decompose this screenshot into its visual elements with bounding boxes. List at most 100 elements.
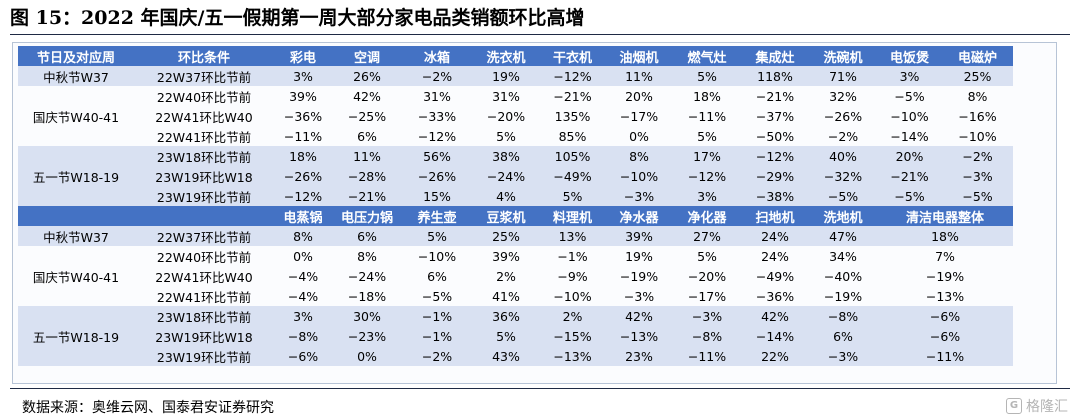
value-cell: −2% — [402, 66, 472, 86]
value-cell: −21% — [755, 88, 795, 104]
value-cell: 0% — [629, 128, 649, 144]
value-cell: 135% — [554, 108, 591, 124]
value-cell: −12% — [274, 186, 332, 206]
header-cell: 洗碗机 — [809, 46, 877, 66]
group-label: 国庆节W40-41 — [32, 109, 120, 125]
value-cell: 71% — [809, 66, 877, 86]
value-cell: −29% — [741, 166, 809, 186]
header-cell: 电蒸锅 — [274, 206, 332, 226]
watermark-logo-icon: G — [1006, 398, 1022, 414]
value-cell: 118% — [741, 66, 809, 86]
value-cell: 19% — [625, 248, 653, 264]
header-cell: 环比条件 — [134, 46, 274, 66]
value-cell: −5% — [877, 186, 942, 206]
header-cell: 电磁炉 — [942, 46, 1013, 66]
value-cell: −6% — [274, 346, 332, 366]
source-note: 数据来源：奥维云网、国泰君安证券研究 — [22, 400, 274, 416]
value-cell: 11% — [332, 146, 402, 166]
table-row: 国庆节W40-41 22W40环比节前 0% 8% −10% 39% −1% 19% 5% 24%… — [18, 246, 1013, 285]
value-cell: 4% — [472, 186, 540, 206]
header-cell: 燃气灶 — [673, 46, 741, 66]
value-cell: −1% — [402, 306, 472, 326]
value-cell: −16% — [958, 108, 997, 124]
header-cell: 油烟机 — [605, 46, 673, 66]
value-cell: 5% — [472, 326, 540, 346]
value-cell: 85% — [558, 128, 587, 144]
table-row: 国庆节W40-41 22W40环比节前 39% 42% 31% 31% −21% 20% 18%… — [18, 86, 1013, 125]
value-cell: −21% — [877, 166, 942, 186]
value-cell: −3% — [623, 288, 655, 304]
value-cell: 31% — [423, 88, 451, 104]
value-cell: −23% — [332, 326, 402, 346]
value-cell: 25% — [942, 66, 1013, 86]
value-cell: 39% — [492, 248, 520, 264]
table-row: 中秋节W37 22W37环比节前 3% 26% −2% 19% −12% 11% 5% 118% 7… — [18, 66, 1013, 86]
header-cell: 净化器 — [673, 206, 741, 226]
condition-cell: 23W19环比节前 — [134, 186, 274, 206]
value-cell: −5% — [942, 186, 1013, 206]
value-cell: −14% — [741, 326, 809, 346]
table-row: 23W19环比W18 −26% −28% −26% −24% −49% −10% −12% −2… — [18, 166, 1013, 186]
value-cell: −19% — [925, 268, 965, 284]
value-cell: 3% — [877, 66, 942, 86]
condition-cell: 23W18环比节前 — [134, 146, 274, 166]
value-cell: −28% — [332, 166, 402, 186]
header-cell-empty — [18, 206, 134, 226]
header-cell: 彩电 — [274, 46, 332, 66]
condition-cell: 22W41环比节前 — [156, 129, 252, 145]
value-cell: −11% — [877, 346, 1013, 366]
header-cell: 电饭煲 — [877, 46, 942, 66]
condition-cell: 23W19环比节前 — [134, 346, 274, 366]
value-cell: 5% — [540, 186, 605, 206]
condition-cell: 22W41环比W40 — [155, 269, 253, 285]
header-cell: 豆浆机 — [472, 206, 540, 226]
table-row: 22W41环比W40 −36% −25% −33% −20% 135% −17% −11% −3… — [18, 106, 1013, 126]
value-cell: 0% — [332, 346, 402, 366]
value-cell: 6% — [427, 268, 447, 284]
condition-cell: 23W19环比W18 — [134, 166, 274, 186]
condition-cell: 22W40环比节前 — [156, 249, 252, 265]
value-cell: −12% — [741, 146, 809, 166]
value-cell: −18% — [347, 288, 387, 304]
table-row: 23W19环比节前 −12% −21% 15% 4% 5% −3% 3% −38% −5% −5% −… — [18, 186, 1013, 206]
title-rule — [10, 34, 1070, 35]
value-cell: 0% — [293, 248, 313, 264]
value-cell: 5% — [496, 128, 516, 144]
table-row: 五一节W18-19 23W18环比节前 3% 30% −1% 36% 2% 42% −3% 42%… — [18, 306, 1013, 366]
value-cell: −9% — [557, 268, 588, 284]
value-cell: −8% — [673, 326, 741, 346]
value-cell: 3% — [274, 306, 332, 326]
table-row: 22W41环比W40 −4% −24% 6% 2% −9% −19% −20% −49% −40%… — [18, 266, 1013, 286]
value-cell: 42% — [605, 306, 673, 326]
value-cell: 6% — [332, 226, 402, 246]
header-cell-empty — [134, 206, 274, 226]
header-cell: 洗地机 — [809, 206, 877, 226]
group-label: 国庆节W40-41 — [32, 269, 120, 285]
value-cell: −26% — [402, 166, 472, 186]
value-cell: 20% — [877, 146, 942, 166]
condition-cell: 23W19环比W18 — [134, 326, 274, 346]
header-cell: 养生壶 — [402, 206, 472, 226]
value-cell: −2% — [402, 346, 472, 366]
value-cell: −2% — [827, 128, 859, 144]
table-row: 中秋节W37 22W37环比节前 8% 6% 5% 25% 13% 39% 27% 24% 47% 1… — [18, 226, 1013, 246]
value-cell: 36% — [472, 306, 540, 326]
value-cell: −36% — [755, 288, 795, 304]
value-cell: 18% — [877, 226, 1013, 246]
value-cell: −12% — [417, 128, 457, 144]
value-cell: 3% — [274, 66, 332, 86]
value-cell: 23% — [605, 346, 673, 366]
value-cell: 39% — [289, 88, 317, 104]
header-cell: 干衣机 — [540, 46, 605, 66]
watermark-text: 格隆汇 — [1026, 399, 1068, 415]
value-cell: 30% — [332, 306, 402, 326]
sales-table: 节日及对应周 环比条件 彩电 空调 冰箱 洗衣机 干衣机 油烟机 燃气灶 集成灶 洗碗机 电饭煲 电磁炉… — [18, 46, 1013, 366]
value-cell: −11% — [673, 346, 741, 366]
value-cell: 41% — [492, 288, 520, 304]
value-cell: −4% — [287, 288, 319, 304]
header-cell: 空调 — [332, 46, 402, 66]
value-cell: 8% — [357, 248, 377, 264]
value-cell: −13% — [605, 326, 673, 346]
value-cell: 15% — [402, 186, 472, 206]
value-cell: −20% — [687, 268, 727, 284]
